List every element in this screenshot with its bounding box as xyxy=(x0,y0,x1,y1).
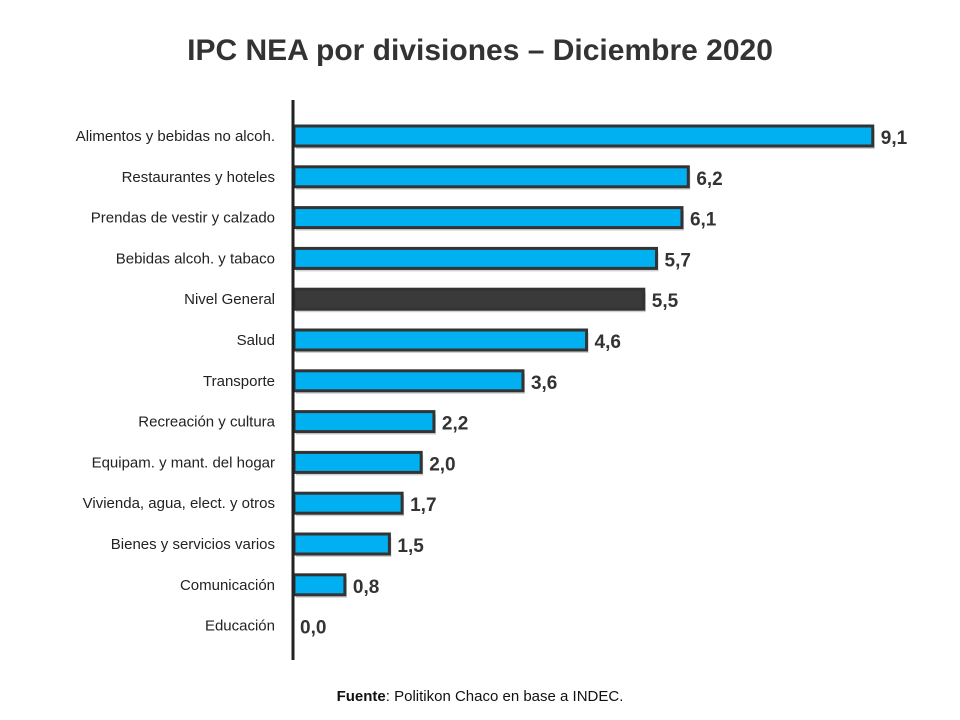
value-label: 6,2 xyxy=(696,169,722,190)
category-label: Vivienda, agua, elect. y otros xyxy=(83,495,275,512)
bar xyxy=(292,573,347,597)
value-label: 2,0 xyxy=(429,454,455,475)
bar xyxy=(292,532,391,556)
category-label: Equipam. y mant. del hogar xyxy=(92,454,275,471)
value-label: 9,1 xyxy=(881,128,908,149)
value-label: 5,5 xyxy=(652,291,679,312)
value-label: 1,5 xyxy=(397,536,424,557)
bar xyxy=(292,410,436,434)
category-label: Transporte xyxy=(203,373,275,390)
category-label: Comunicación xyxy=(180,577,275,594)
bar xyxy=(292,369,525,393)
bar xyxy=(292,450,423,474)
category-label: Bebidas alcoh. y tabaco xyxy=(116,250,275,267)
value-label: 2,2 xyxy=(442,414,468,435)
category-label: Nivel General xyxy=(184,291,275,308)
bar xyxy=(292,246,659,270)
source-text: : Politikon Chaco en base a INDEC. xyxy=(385,688,624,705)
value-label: 6,1 xyxy=(690,210,717,231)
category-label: Prendas de vestir y calzado xyxy=(91,210,275,227)
category-label: Salud xyxy=(237,332,275,349)
category-label: Bienes y servicios varios xyxy=(111,536,275,553)
value-label: 0,0 xyxy=(300,618,326,639)
bar xyxy=(292,124,875,148)
category-label: Recreación y cultura xyxy=(138,414,275,431)
category-label: Restaurantes y hoteles xyxy=(122,169,275,186)
value-label: 1,7 xyxy=(410,495,436,516)
value-label: 3,6 xyxy=(531,373,557,394)
source-note: Fuente: Politikon Chaco en base a INDEC. xyxy=(0,688,960,705)
bar xyxy=(292,491,404,515)
value-label: 0,8 xyxy=(353,577,379,598)
bar xyxy=(292,206,684,230)
category-label: Alimentos y bebidas no alcoh. xyxy=(76,128,275,145)
category-label: Educación xyxy=(205,618,275,635)
chart-title: IPC NEA por divisiones – Diciembre 2020 xyxy=(187,34,773,67)
source-label: Fuente xyxy=(336,688,386,705)
bar xyxy=(292,328,589,352)
value-label: 5,7 xyxy=(665,250,691,271)
value-label: 4,6 xyxy=(595,332,621,353)
bar xyxy=(292,165,690,189)
bar xyxy=(292,287,646,311)
